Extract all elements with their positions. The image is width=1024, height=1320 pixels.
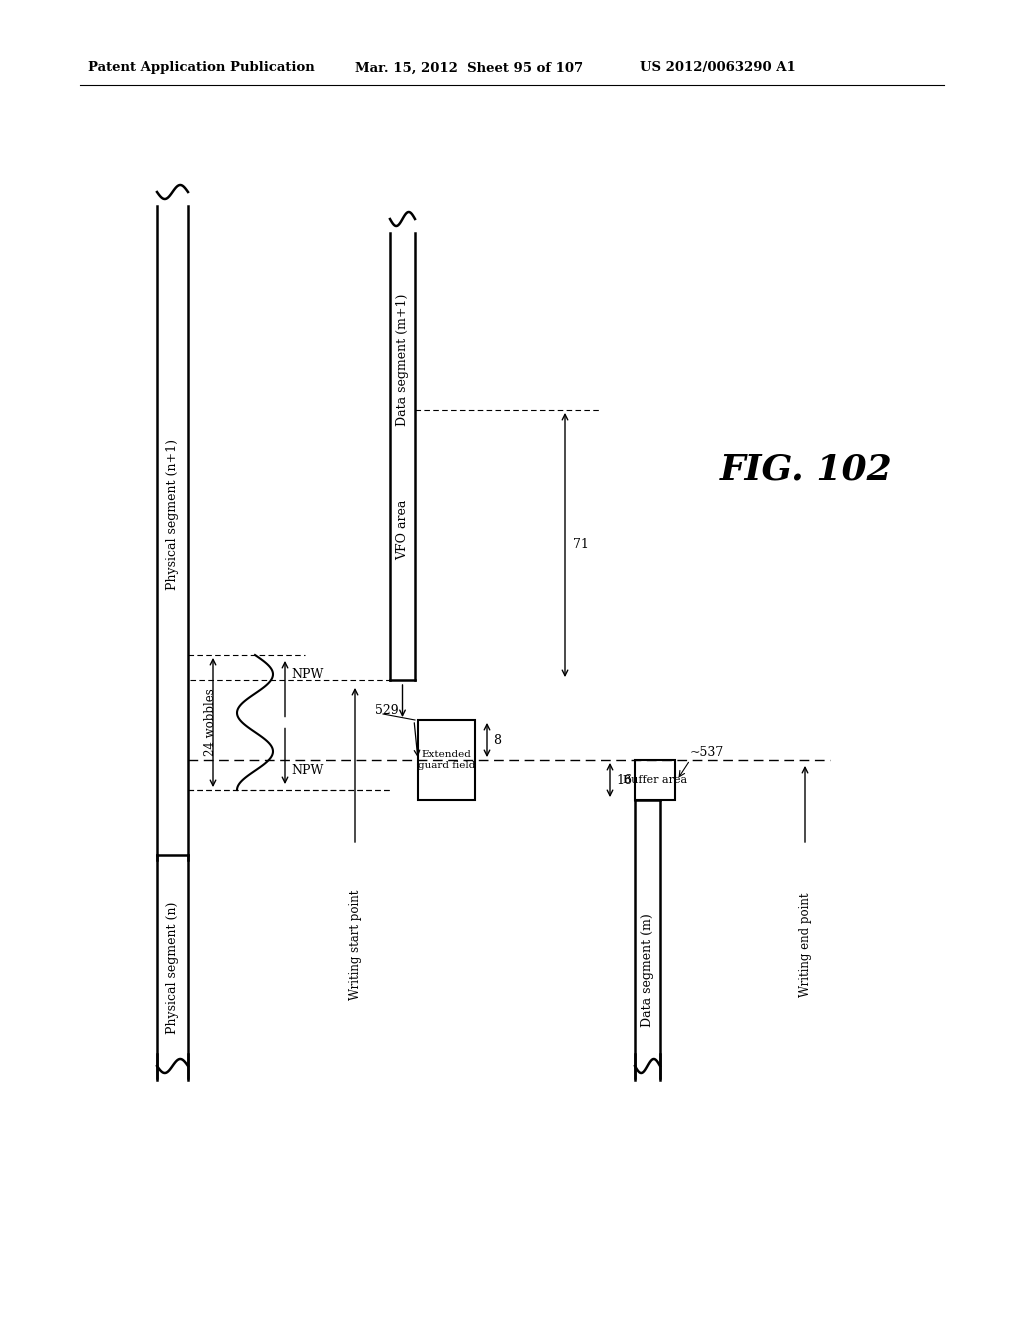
- Text: US 2012/0063290 A1: US 2012/0063290 A1: [640, 62, 796, 74]
- Text: Buffer area: Buffer area: [623, 775, 687, 785]
- Text: Writing end point: Writing end point: [799, 892, 811, 997]
- Text: ~537: ~537: [690, 746, 724, 759]
- Text: NPW: NPW: [291, 763, 324, 776]
- Text: Patent Application Publication: Patent Application Publication: [88, 62, 314, 74]
- Text: 8: 8: [493, 734, 501, 747]
- Text: Physical segment (n): Physical segment (n): [166, 902, 179, 1034]
- Bar: [635, 760, 675, 800]
- Text: 71: 71: [573, 539, 589, 552]
- Text: Data segment (m): Data segment (m): [641, 913, 654, 1027]
- Text: Data segment (m+1): Data segment (m+1): [396, 294, 409, 426]
- Text: 24 wobbles: 24 wobbles: [204, 689, 216, 756]
- Text: Mar. 15, 2012  Sheet 95 of 107: Mar. 15, 2012 Sheet 95 of 107: [355, 62, 583, 74]
- Text: NPW: NPW: [291, 668, 324, 681]
- Text: Extended
guard field: Extended guard field: [418, 750, 475, 770]
- Text: 529: 529: [375, 704, 398, 717]
- Text: Physical segment (n+1): Physical segment (n+1): [166, 440, 179, 590]
- Text: 16: 16: [616, 774, 632, 787]
- Bar: [418, 719, 475, 800]
- Text: FIG. 102: FIG. 102: [720, 453, 893, 487]
- Text: Writing start point: Writing start point: [348, 890, 361, 1001]
- Text: VFO area: VFO area: [396, 500, 409, 560]
